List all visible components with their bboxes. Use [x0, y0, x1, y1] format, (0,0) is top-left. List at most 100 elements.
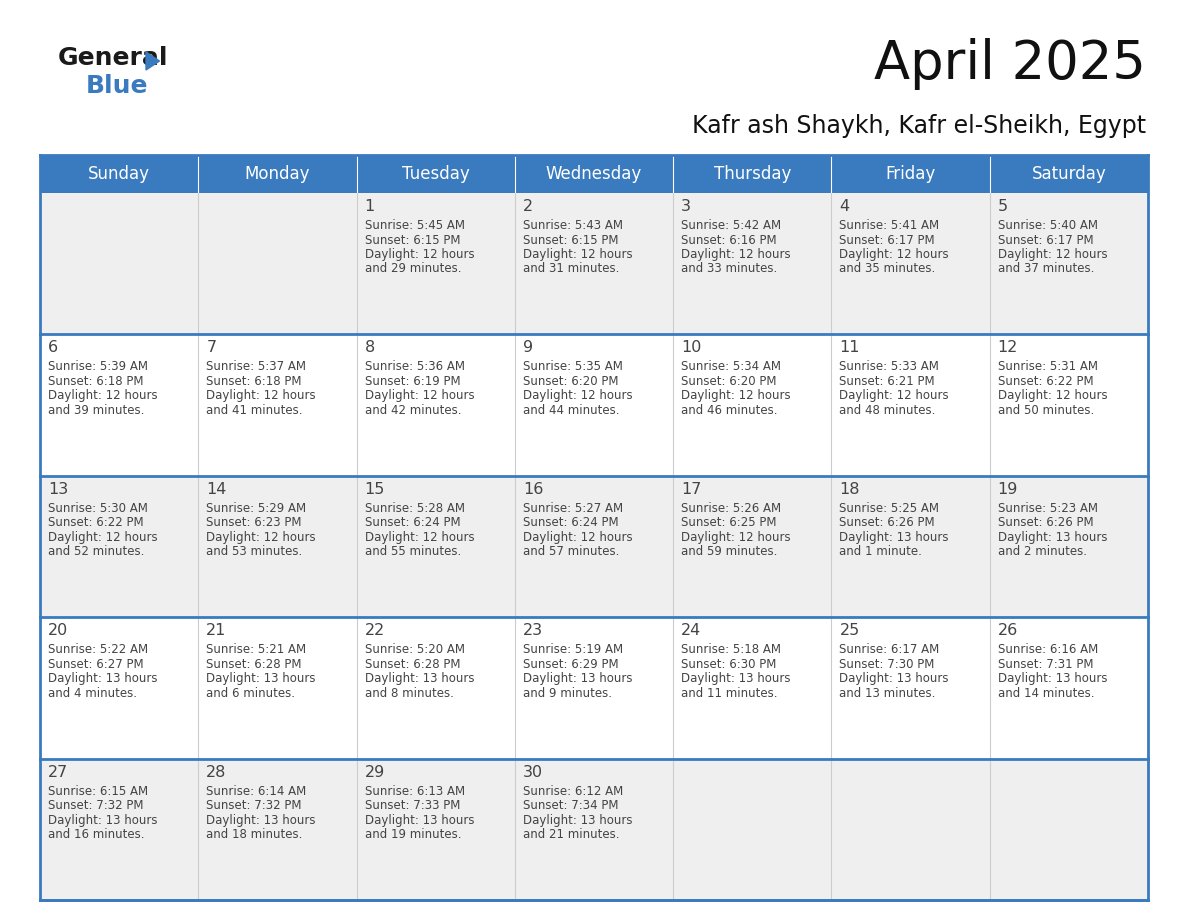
- Text: and 6 minutes.: and 6 minutes.: [207, 687, 296, 700]
- Text: 10: 10: [681, 341, 702, 355]
- Text: 24: 24: [681, 623, 701, 638]
- Text: and 42 minutes.: and 42 minutes.: [365, 404, 461, 417]
- Text: and 53 minutes.: and 53 minutes.: [207, 545, 303, 558]
- Text: Sunset: 7:31 PM: Sunset: 7:31 PM: [998, 657, 1093, 671]
- Text: and 13 minutes.: and 13 minutes.: [840, 687, 936, 700]
- Bar: [40, 617, 198, 758]
- Text: Daylight: 12 hours: Daylight: 12 hours: [998, 389, 1107, 402]
- Text: and 19 minutes.: and 19 minutes.: [365, 828, 461, 841]
- Text: Daylight: 13 hours: Daylight: 13 hours: [840, 531, 949, 543]
- Text: Sunrise: 5:23 AM: Sunrise: 5:23 AM: [998, 502, 1098, 515]
- Bar: [40, 155, 198, 193]
- Text: 22: 22: [365, 623, 385, 638]
- Text: and 11 minutes.: and 11 minutes.: [681, 687, 778, 700]
- Text: Sunset: 6:17 PM: Sunset: 6:17 PM: [998, 233, 1093, 247]
- Text: Sunset: 6:20 PM: Sunset: 6:20 PM: [681, 375, 777, 388]
- Text: Thursday: Thursday: [714, 165, 791, 183]
- Text: Sunset: 7:33 PM: Sunset: 7:33 PM: [365, 799, 460, 812]
- Text: Sunset: 6:24 PM: Sunset: 6:24 PM: [523, 516, 619, 530]
- Text: Daylight: 12 hours: Daylight: 12 hours: [365, 248, 474, 261]
- Text: 4: 4: [840, 199, 849, 214]
- Text: 30: 30: [523, 765, 543, 779]
- Text: Sunset: 6:26 PM: Sunset: 6:26 PM: [998, 516, 1093, 530]
- Text: Sunrise: 6:12 AM: Sunrise: 6:12 AM: [523, 785, 624, 798]
- Text: Sunrise: 5:25 AM: Sunrise: 5:25 AM: [840, 502, 940, 515]
- Text: Sunrise: 5:36 AM: Sunrise: 5:36 AM: [365, 361, 465, 374]
- Text: April 2025: April 2025: [874, 38, 1146, 90]
- Bar: [832, 476, 990, 617]
- Text: 28: 28: [207, 765, 227, 779]
- Text: Sunrise: 6:15 AM: Sunrise: 6:15 AM: [48, 785, 148, 798]
- Text: Daylight: 12 hours: Daylight: 12 hours: [840, 248, 949, 261]
- Text: Sunrise: 5:41 AM: Sunrise: 5:41 AM: [840, 219, 940, 232]
- Bar: [990, 617, 1148, 758]
- Text: Sunset: 6:18 PM: Sunset: 6:18 PM: [48, 375, 144, 388]
- Text: 29: 29: [365, 765, 385, 779]
- Text: Sunset: 6:17 PM: Sunset: 6:17 PM: [840, 233, 935, 247]
- Bar: [356, 155, 514, 193]
- Text: General: General: [58, 46, 169, 70]
- Text: Daylight: 12 hours: Daylight: 12 hours: [681, 531, 791, 543]
- Bar: [356, 758, 514, 900]
- Text: 15: 15: [365, 482, 385, 497]
- Text: Sunset: 6:24 PM: Sunset: 6:24 PM: [365, 516, 460, 530]
- Bar: [514, 476, 674, 617]
- Bar: [832, 617, 990, 758]
- Text: 20: 20: [48, 623, 68, 638]
- Text: Daylight: 13 hours: Daylight: 13 hours: [523, 813, 632, 826]
- Text: 18: 18: [840, 482, 860, 497]
- Bar: [990, 155, 1148, 193]
- Bar: [832, 193, 990, 334]
- Polygon shape: [146, 52, 159, 70]
- Bar: [198, 617, 356, 758]
- Text: Daylight: 13 hours: Daylight: 13 hours: [998, 672, 1107, 685]
- Text: Sunrise: 5:30 AM: Sunrise: 5:30 AM: [48, 502, 147, 515]
- Text: Sunrise: 5:21 AM: Sunrise: 5:21 AM: [207, 644, 307, 656]
- Text: 2: 2: [523, 199, 533, 214]
- Bar: [832, 334, 990, 476]
- Text: 7: 7: [207, 341, 216, 355]
- Text: Sunrise: 5:37 AM: Sunrise: 5:37 AM: [207, 361, 307, 374]
- Text: Blue: Blue: [86, 74, 148, 98]
- Text: 1: 1: [365, 199, 375, 214]
- Bar: [198, 758, 356, 900]
- Text: Sunrise: 5:22 AM: Sunrise: 5:22 AM: [48, 644, 148, 656]
- Text: Sunset: 6:23 PM: Sunset: 6:23 PM: [207, 516, 302, 530]
- Text: Daylight: 12 hours: Daylight: 12 hours: [48, 531, 158, 543]
- Bar: [356, 334, 514, 476]
- Text: Friday: Friday: [885, 165, 936, 183]
- Text: Saturday: Saturday: [1031, 165, 1106, 183]
- Text: and 21 minutes.: and 21 minutes.: [523, 828, 619, 841]
- Text: and 4 minutes.: and 4 minutes.: [48, 687, 137, 700]
- Text: and 16 minutes.: and 16 minutes.: [48, 828, 145, 841]
- Text: Sunrise: 5:34 AM: Sunrise: 5:34 AM: [681, 361, 782, 374]
- Text: Sunset: 6:15 PM: Sunset: 6:15 PM: [523, 233, 619, 247]
- Text: Daylight: 13 hours: Daylight: 13 hours: [365, 813, 474, 826]
- Text: 14: 14: [207, 482, 227, 497]
- Bar: [514, 193, 674, 334]
- Text: Daylight: 12 hours: Daylight: 12 hours: [48, 389, 158, 402]
- Text: Sunset: 6:28 PM: Sunset: 6:28 PM: [207, 657, 302, 671]
- Bar: [990, 758, 1148, 900]
- Text: Sunset: 6:30 PM: Sunset: 6:30 PM: [681, 657, 777, 671]
- Bar: [514, 334, 674, 476]
- Text: Sunset: 7:32 PM: Sunset: 7:32 PM: [48, 799, 144, 812]
- Text: Monday: Monday: [245, 165, 310, 183]
- Text: Daylight: 12 hours: Daylight: 12 hours: [365, 531, 474, 543]
- Text: and 46 minutes.: and 46 minutes.: [681, 404, 778, 417]
- Text: and 37 minutes.: and 37 minutes.: [998, 263, 1094, 275]
- Text: Kafr ash Shaykh, Kafr el-Sheikh, Egypt: Kafr ash Shaykh, Kafr el-Sheikh, Egypt: [691, 114, 1146, 138]
- Text: Sunset: 6:18 PM: Sunset: 6:18 PM: [207, 375, 302, 388]
- Text: Sunrise: 5:31 AM: Sunrise: 5:31 AM: [998, 361, 1098, 374]
- Bar: [356, 617, 514, 758]
- Text: Sunrise: 5:18 AM: Sunrise: 5:18 AM: [681, 644, 782, 656]
- Text: Sunset: 6:25 PM: Sunset: 6:25 PM: [681, 516, 777, 530]
- Text: Sunset: 6:27 PM: Sunset: 6:27 PM: [48, 657, 144, 671]
- Text: 25: 25: [840, 623, 860, 638]
- Text: and 41 minutes.: and 41 minutes.: [207, 404, 303, 417]
- Text: Sunset: 6:22 PM: Sunset: 6:22 PM: [998, 375, 1093, 388]
- Bar: [674, 758, 832, 900]
- Text: Sunrise: 5:35 AM: Sunrise: 5:35 AM: [523, 361, 623, 374]
- Text: 19: 19: [998, 482, 1018, 497]
- Text: Sunrise: 5:28 AM: Sunrise: 5:28 AM: [365, 502, 465, 515]
